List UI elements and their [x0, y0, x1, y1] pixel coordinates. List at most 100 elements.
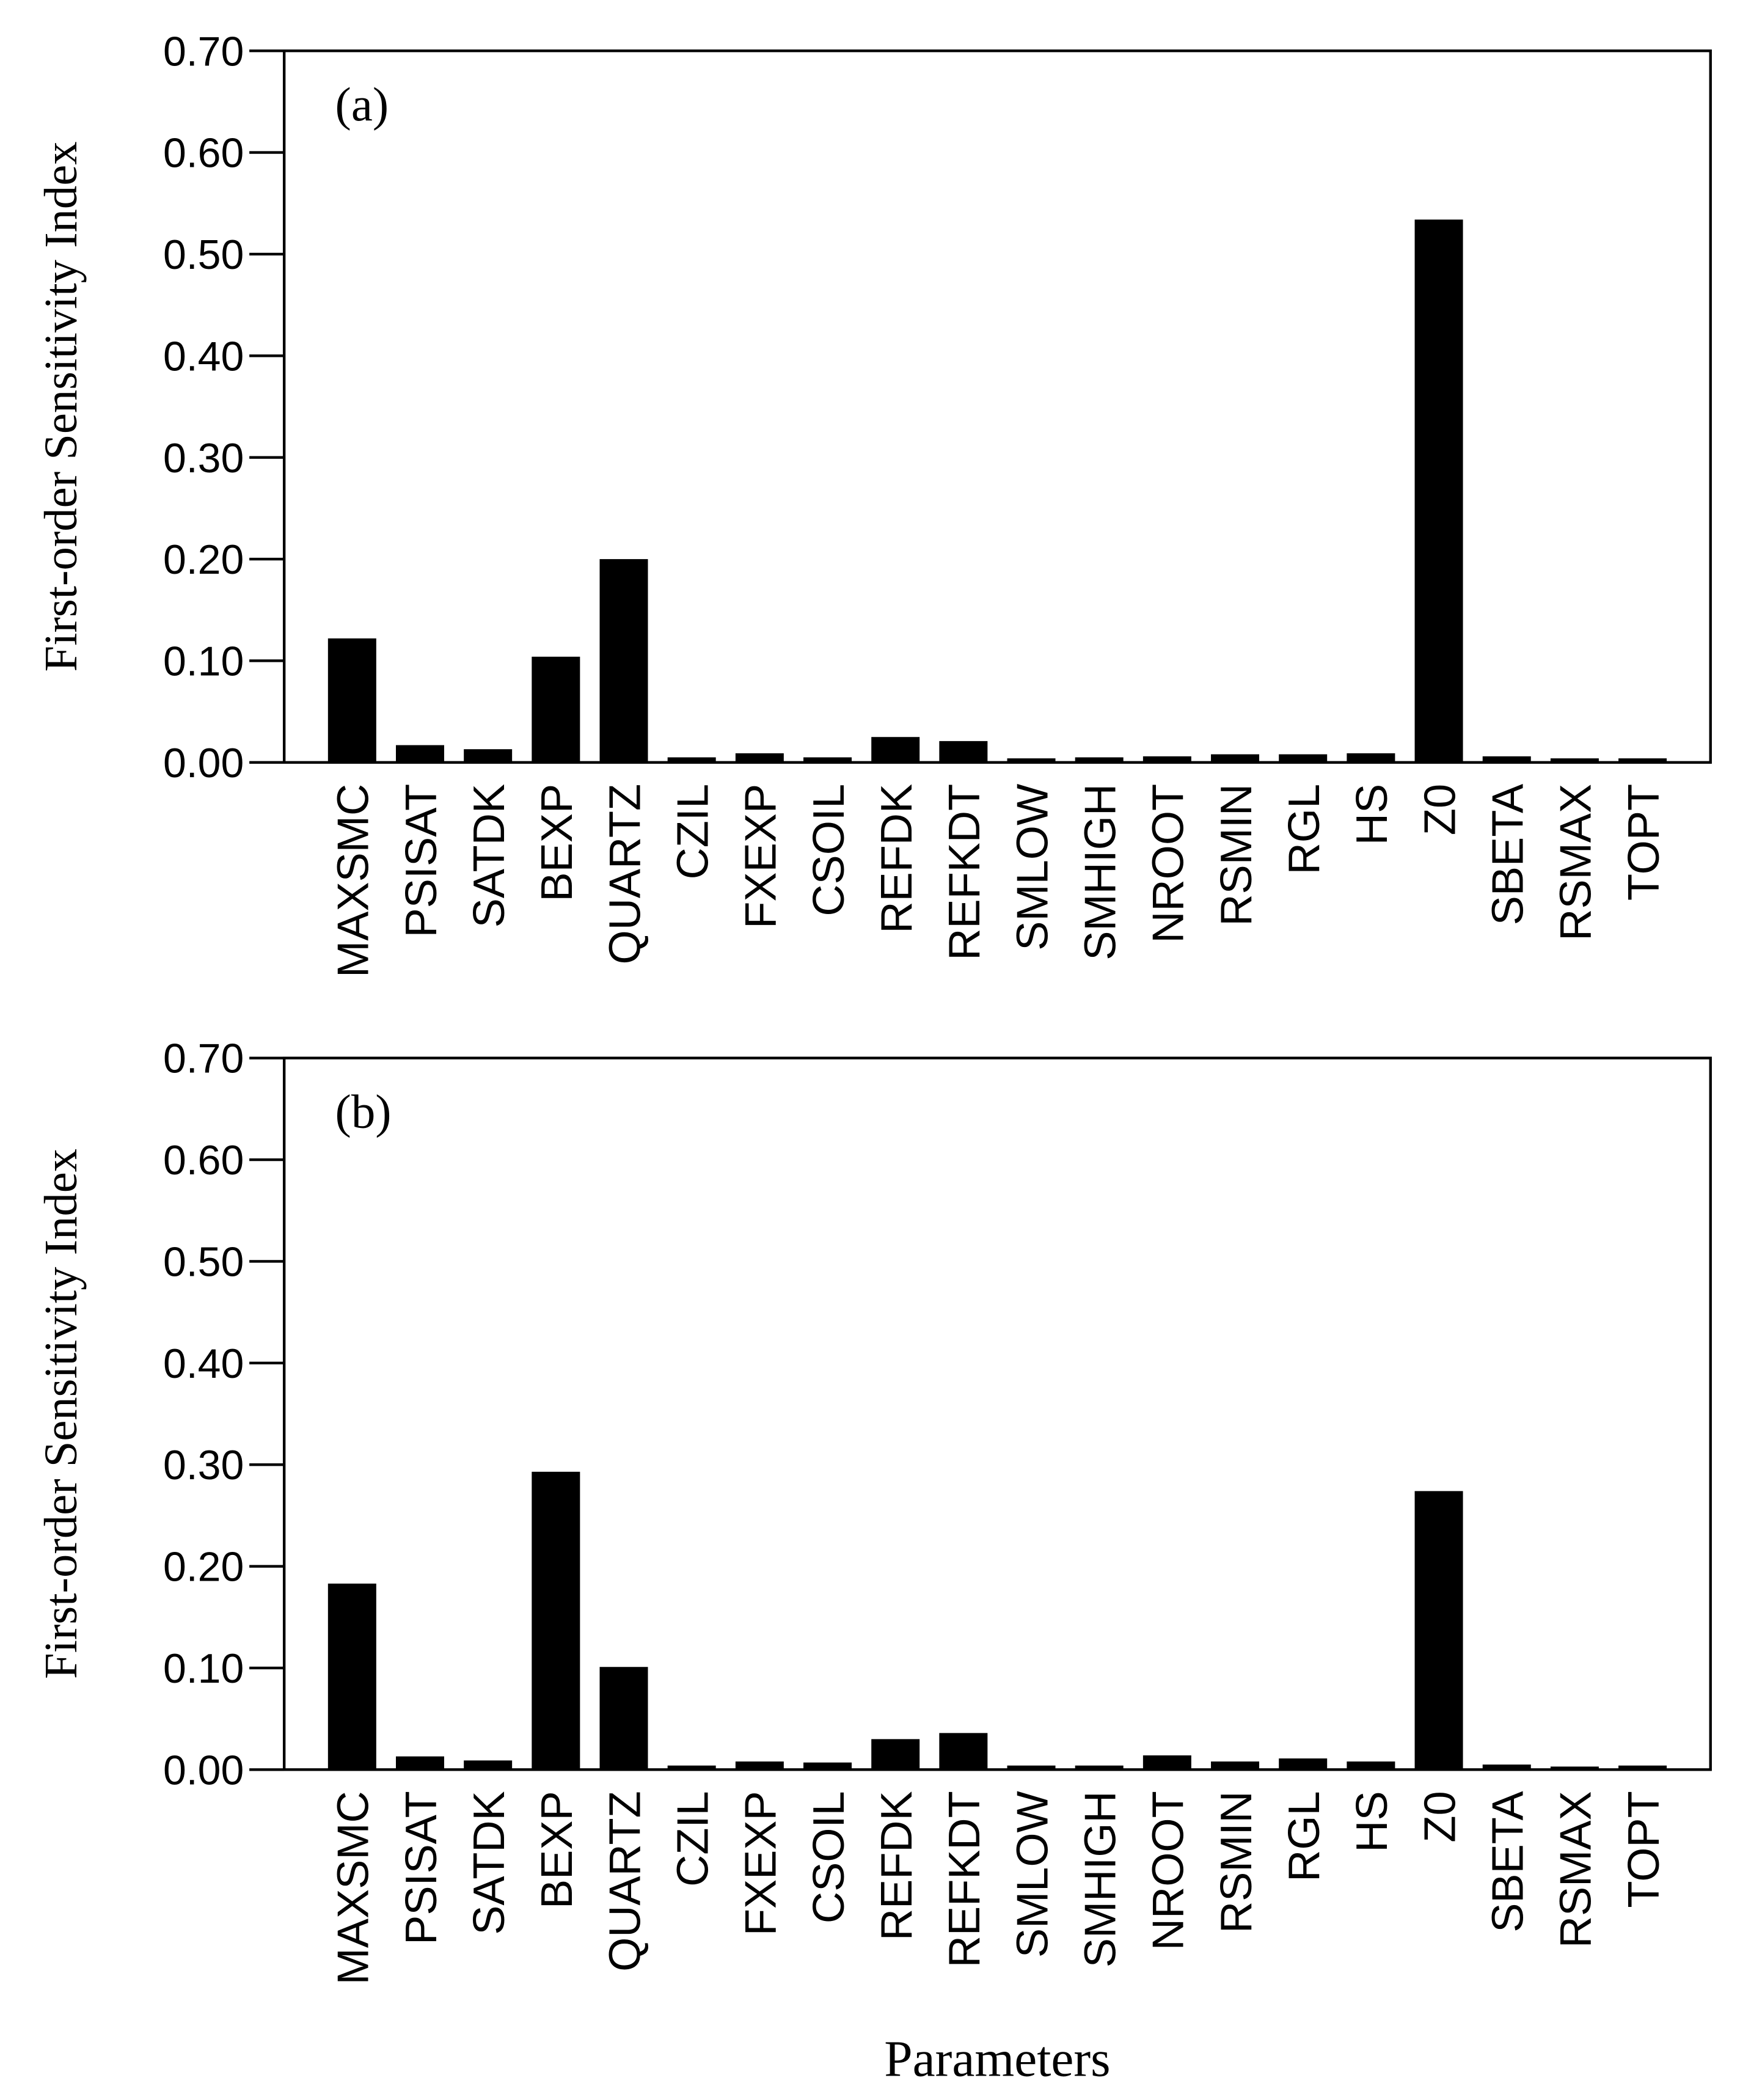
y-tick-label: 0.60	[163, 130, 244, 177]
bar	[735, 753, 784, 763]
y-axis-label: First-order Sensitivity Index	[35, 141, 87, 671]
x-tick-label: CZIL	[668, 1791, 717, 1887]
y-tick-label: 0.50	[163, 1239, 244, 1286]
bar	[1347, 753, 1395, 763]
x-tick-label: NROOT	[1144, 784, 1193, 943]
bar	[464, 749, 513, 763]
bar	[599, 559, 648, 763]
y-tick-label: 0.20	[163, 1544, 244, 1590]
x-tick-label: SMLOW	[1008, 1791, 1057, 1958]
bar	[532, 656, 580, 763]
bar	[1618, 758, 1667, 763]
y-tick-label: 0.00	[163, 1747, 244, 1793]
y-tick-label: 0.50	[163, 232, 244, 278]
x-tick-label: SBETA	[1483, 1791, 1532, 1933]
x-tick-label: BEXP	[533, 1791, 582, 1909]
y-tick-label: 0.30	[163, 1442, 244, 1488]
bar	[327, 1583, 376, 1770]
bar	[1414, 1491, 1463, 1770]
bar	[667, 757, 716, 763]
x-tick-label: SBETA	[1483, 783, 1532, 925]
panel-label: (a)	[335, 78, 389, 131]
y-tick-label: 0.20	[163, 536, 244, 583]
x-tick-label: RGL	[1280, 1791, 1329, 1882]
bar	[1482, 1764, 1531, 1770]
x-tick-label: SMHIGH	[1076, 1791, 1125, 1967]
bar	[803, 1762, 852, 1770]
bar	[1550, 758, 1599, 763]
plot-frame	[282, 1056, 1712, 1771]
y-axis-label: First-order Sensitivity Index	[35, 1149, 87, 1679]
bar	[1075, 757, 1124, 763]
bar	[1007, 1765, 1056, 1770]
bar	[1142, 756, 1191, 763]
x-tick-label: PSISAT	[397, 1791, 446, 1945]
bar	[735, 1761, 784, 1770]
x-tick-label: RSMAX	[1552, 1791, 1601, 1948]
bar	[667, 1765, 716, 1770]
x-tick-label: REFKDT	[940, 784, 989, 960]
x-tick-label: BEXP	[533, 784, 582, 902]
x-tick-label: RSMAX	[1552, 784, 1601, 941]
x-tick-label: REFKDT	[940, 1791, 989, 1967]
bar	[1550, 1766, 1599, 1770]
bar	[1007, 758, 1056, 763]
bar	[1482, 756, 1531, 763]
y-tick-label: 0.30	[163, 435, 244, 481]
bar	[1618, 1765, 1667, 1770]
x-tick-label: QUARTZ	[601, 784, 649, 965]
x-tick-label: FXEXP	[737, 1791, 786, 1936]
x-tick-label: MAXSMC	[329, 1791, 378, 1985]
x-tick-label: NROOT	[1144, 1791, 1193, 1950]
bar	[939, 741, 988, 763]
x-tick-label: SATDK	[465, 1791, 514, 1934]
x-tick-label: TOPT	[1620, 1791, 1669, 1908]
x-tick-label: Z0	[1416, 1791, 1464, 1842]
x-tick-label: MAXSMC	[329, 784, 378, 978]
x-tick-label: HS	[1348, 784, 1397, 845]
bar	[871, 737, 920, 763]
bar	[532, 1471, 580, 1770]
bar	[327, 638, 376, 763]
bar	[871, 1739, 920, 1770]
bar	[599, 1667, 648, 1770]
bar	[1347, 1761, 1395, 1770]
x-tick-label: FXEXP	[737, 784, 786, 929]
y-tick-label: 0.00	[163, 740, 244, 786]
x-tick-label: CSOIL	[805, 1791, 854, 1923]
x-tick-label: REFDK	[872, 1791, 921, 1941]
x-tick-label: RGL	[1280, 784, 1329, 875]
x-tick-label: RSMIN	[1212, 784, 1261, 926]
x-tick-label: SMLOW	[1008, 784, 1057, 951]
bar	[1211, 1761, 1260, 1770]
y-tick-label: 0.10	[163, 638, 244, 685]
y-tick-label: 0.10	[163, 1645, 244, 1692]
bar	[1279, 754, 1328, 763]
bar	[1211, 754, 1260, 763]
y-tick-label: 0.60	[163, 1137, 244, 1184]
x-tick-label: PSISAT	[397, 784, 446, 938]
y-tick-label: 0.70	[163, 28, 244, 75]
bar	[396, 1756, 444, 1770]
x-tick-label: RSMIN	[1212, 1791, 1261, 1933]
x-tick-label: SATDK	[465, 784, 514, 927]
plot-frame	[282, 49, 1712, 764]
bar	[803, 757, 852, 763]
y-tick-label: 0.40	[163, 333, 244, 379]
bar	[1142, 1755, 1191, 1770]
x-tick-label: CSOIL	[805, 784, 854, 916]
bar	[1279, 1758, 1328, 1770]
x-axis-label: Parameters	[884, 2032, 1110, 2088]
x-tick-label: REFDK	[872, 784, 921, 934]
x-tick-label: QUARTZ	[601, 1791, 649, 1972]
panel-label: (b)	[335, 1086, 392, 1139]
bar	[1075, 1765, 1124, 1770]
bar	[396, 745, 444, 763]
x-tick-label: HS	[1348, 1791, 1397, 1852]
x-tick-label: SMHIGH	[1076, 784, 1125, 960]
y-tick-label: 0.40	[163, 1341, 244, 1387]
x-tick-label: TOPT	[1620, 784, 1669, 901]
y-tick-label: 0.70	[163, 1036, 244, 1082]
bar	[464, 1760, 513, 1770]
